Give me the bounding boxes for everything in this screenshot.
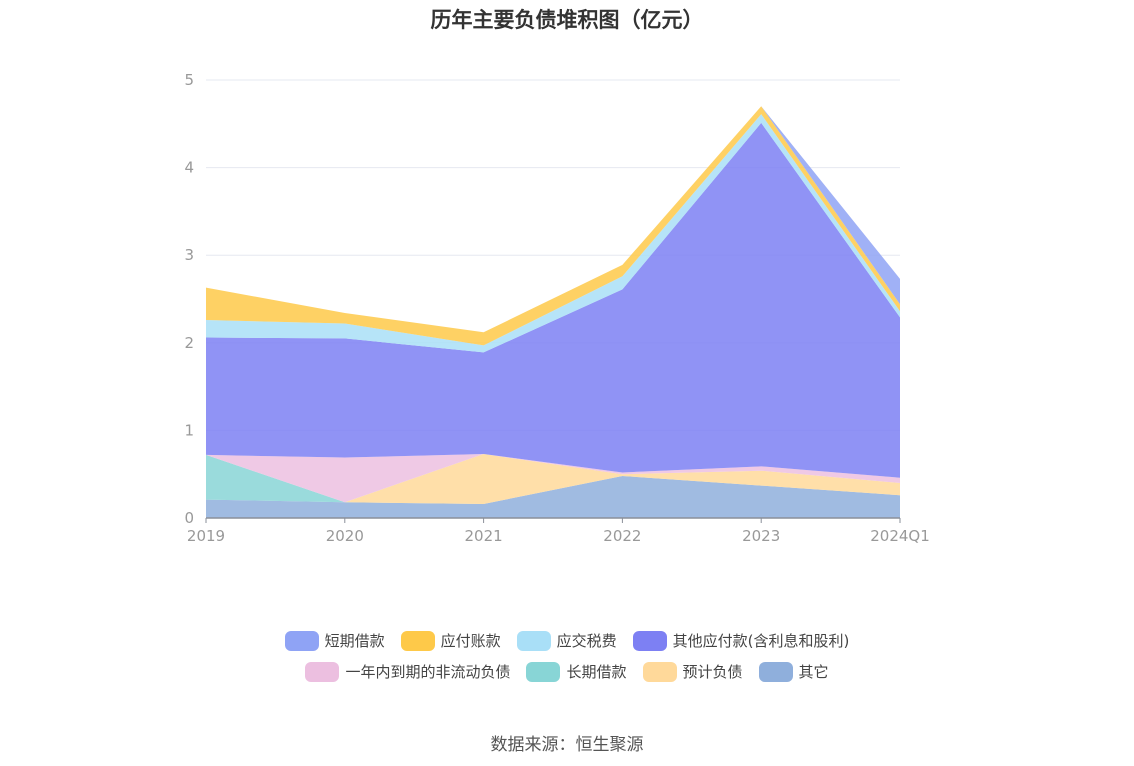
area-series bbox=[206, 454, 900, 503]
y-tick-label: 4 bbox=[184, 159, 194, 177]
legend-row: 一年内到期的非流动负债 长期借款 预计负债 其它 bbox=[305, 661, 829, 682]
legend-swatch bbox=[758, 661, 793, 682]
area-series bbox=[206, 454, 900, 503]
area-series bbox=[206, 106, 900, 346]
y-tick-label: 3 bbox=[184, 246, 194, 264]
legend-label: 一年内到期的非流动负债 bbox=[345, 663, 511, 681]
legend-label: 应付账款 bbox=[440, 632, 501, 650]
legend-item[interactable]: 应交税费 bbox=[516, 630, 617, 651]
legend-item[interactable]: 应付账款 bbox=[400, 630, 501, 651]
legend-item[interactable]: 一年内到期的非流动负债 bbox=[305, 661, 510, 682]
legend-swatch bbox=[305, 661, 340, 682]
legend-swatch bbox=[284, 630, 319, 651]
x-tick-label: 2019 bbox=[187, 527, 225, 545]
legend-item[interactable]: 其他应付款(含利息和股利) bbox=[632, 630, 850, 651]
y-tick-label: 5 bbox=[184, 71, 194, 89]
legend-row: 短期借款 应付账款 应交税费 其他应付款(含利息和股利) bbox=[284, 630, 850, 651]
x-tick-label: 2022 bbox=[603, 527, 641, 545]
stacked-areas bbox=[206, 106, 900, 518]
axes: 0 1 2 3 4 5 2019 2020 2021 2022 2023 2024Q1 bbox=[184, 71, 929, 545]
legend-swatch bbox=[400, 630, 435, 651]
x-tick-label: 2020 bbox=[326, 527, 364, 545]
legend-swatch bbox=[642, 661, 677, 682]
area-series bbox=[206, 114, 900, 353]
y-tick-label: 1 bbox=[184, 421, 194, 439]
legend-label: 应交税费 bbox=[556, 632, 617, 650]
legend-label: 其它 bbox=[798, 663, 829, 681]
legend-item[interactable]: 预计负债 bbox=[642, 661, 743, 682]
legend-label: 短期借款 bbox=[324, 632, 385, 650]
area-series bbox=[206, 454, 900, 504]
area-series bbox=[206, 122, 900, 478]
y-tick-label: 2 bbox=[184, 334, 194, 352]
legend-item[interactable]: 长期借款 bbox=[526, 661, 627, 682]
area-series bbox=[206, 475, 900, 518]
legend-label: 预计负债 bbox=[682, 663, 743, 681]
x-tick-label: 2024Q1 bbox=[870, 527, 930, 545]
legend-swatch bbox=[516, 630, 551, 651]
chart-title: 历年主要负债堆积图（亿元） bbox=[430, 8, 704, 32]
legend-label: 长期借款 bbox=[566, 663, 627, 681]
legend-swatch bbox=[526, 661, 561, 682]
chart-area: 0 1 2 3 4 5 2019 2020 2021 2022 2023 2024Q1 bbox=[184, 71, 929, 545]
legend-swatch bbox=[632, 630, 667, 651]
legend-label: 其他应付款(含利息和股利) bbox=[672, 632, 850, 650]
x-tick-label: 2021 bbox=[465, 527, 503, 545]
source-note: 数据来源：恒生聚源 bbox=[490, 735, 644, 755]
legend-item[interactable]: 短期借款 bbox=[284, 630, 385, 651]
y-tick-label: 0 bbox=[184, 509, 194, 527]
legend: 短期借款 应付账款 应交税费 其他应付款(含利息和股利) 一年内到期的非流动负债 长期借… bbox=[0, 630, 1134, 682]
legend-item[interactable]: 其它 bbox=[758, 661, 829, 682]
x-tick-label: 2023 bbox=[742, 527, 780, 545]
